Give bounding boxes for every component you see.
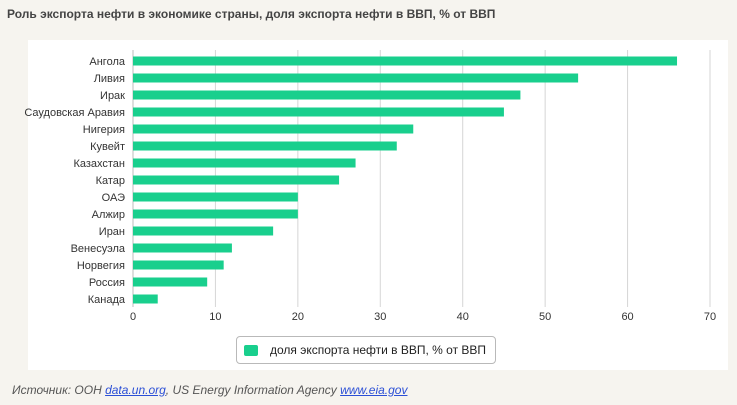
source-link-eia[interactable]: www.eia.gov [340,383,408,397]
bar[interactable] [133,243,232,253]
bar[interactable] [133,124,414,134]
source-middle: , US Energy Information Agency [165,383,341,397]
bar[interactable] [133,209,298,219]
bar[interactable] [133,56,678,66]
source-prefix: Источник: ООН [12,383,106,397]
y-category-label: Ирак [100,90,125,102]
source-link-un[interactable]: data.un.org [105,383,166,397]
bar-chart: 0 10 20 30 40 50 60 70 Ангола Ливия Ирак Саудовская… [24,50,716,323]
legend[interactable]: доля экспорта нефти в ВВП, % от ВВП [236,336,496,364]
y-category-label: Венесуэла [71,243,126,255]
x-tick-label: 30 [374,311,386,323]
x-tick-label: 50 [539,311,551,323]
bar[interactable] [133,158,356,168]
legend-label: доля экспорта нефти в ВВП, % от ВВП [270,343,487,357]
bar[interactable] [133,277,208,287]
y-category-label: Кувейт [90,141,125,153]
y-category-label: ОАЭ [102,192,125,204]
bar[interactable] [133,73,579,83]
bar[interactable] [133,175,340,185]
bar[interactable] [133,260,224,270]
bar[interactable] [133,192,298,202]
bar[interactable] [133,90,521,100]
legend-swatch [244,344,258,356]
y-category-label: Канада [88,294,126,306]
y-category-label: Ливия [94,73,125,85]
bar[interactable] [133,141,397,151]
y-category-label: Россия [89,277,125,289]
y-category-label: Катар [96,175,125,187]
source-note: Источник: ООН data.un.org, US Energy Inf… [12,383,407,397]
y-category-label: Алжир [92,209,125,221]
y-category-label: Казахстан [73,158,125,170]
x-tick-label: 20 [292,311,304,323]
y-category-label: Нигерия [83,124,125,136]
x-tick-label: 70 [704,311,716,323]
y-category-label: Иран [99,226,125,238]
y-category-label: Ангола [89,56,125,68]
y-category-label: Саудовская Аравия [24,107,125,119]
x-tick-label: 60 [621,311,633,323]
bar[interactable] [133,294,158,304]
x-tick-label: 40 [457,311,469,323]
chart-title: Роль экспорта нефти в экономике страны, … [7,7,496,21]
x-tick-label: 0 [130,311,136,323]
y-category-label: Норвегия [77,260,125,272]
bar[interactable] [133,226,274,236]
x-tick-label: 10 [209,311,221,323]
bar[interactable] [133,107,504,117]
